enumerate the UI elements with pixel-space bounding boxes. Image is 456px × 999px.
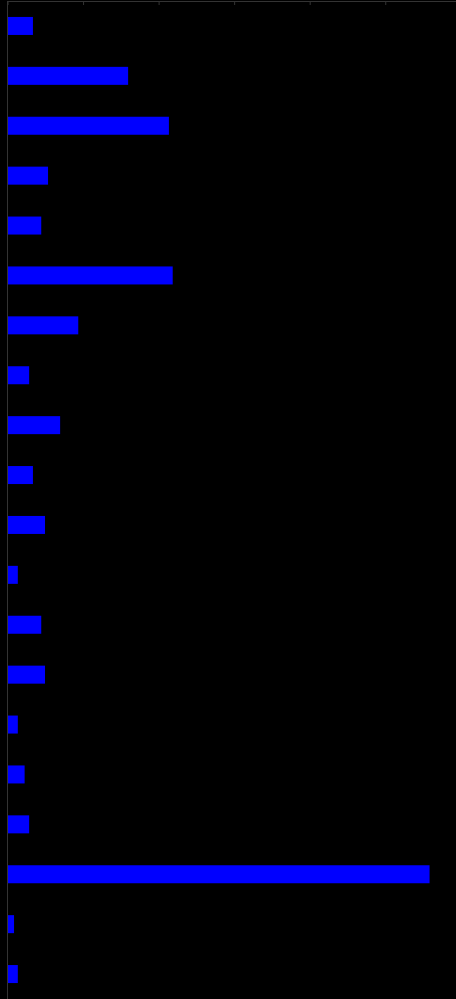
bar [8,266,173,285]
bar [8,715,18,734]
bar [8,366,30,385]
bar [8,665,46,684]
bar [8,965,18,984]
bar [8,865,430,884]
bar [8,815,30,834]
bar [8,16,33,35]
bar [8,466,33,485]
bar [8,116,169,135]
bar [8,316,79,335]
bar [8,515,46,534]
bar [8,565,18,584]
bar [8,615,42,634]
bar [8,166,49,185]
bar [8,765,25,784]
bar [8,66,129,85]
bar [8,915,15,934]
bar [8,416,61,435]
bar [8,216,42,235]
